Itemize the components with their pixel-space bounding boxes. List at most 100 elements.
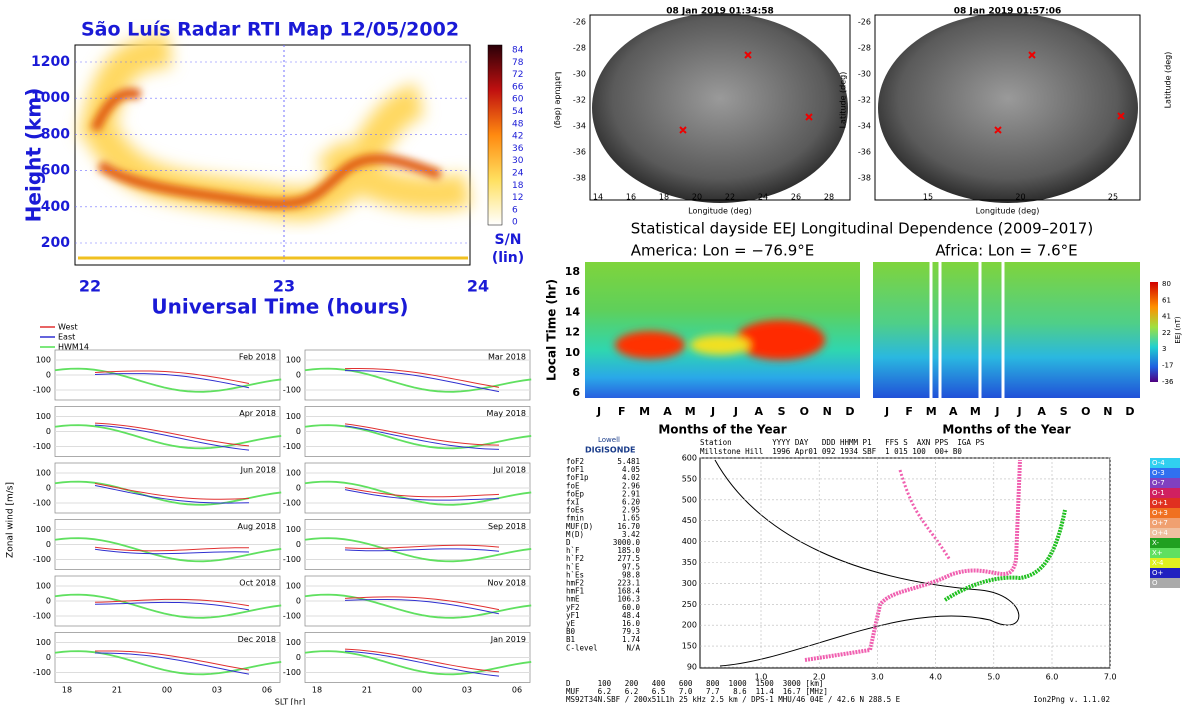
tick-label: 21 [362, 686, 372, 695]
tick-label: -100 [33, 499, 51, 508]
param-name: foEs [566, 506, 584, 515]
tick-label: M [685, 405, 696, 418]
tick-label: 2.0 [813, 673, 826, 682]
tick-label: D [845, 405, 854, 418]
tick-label: 400 [41, 199, 70, 215]
legend-text: X-4 [1152, 559, 1164, 567]
tick-label: 28 [824, 193, 834, 202]
title: São Luís Radar RTI Map 12/05/2002 [81, 19, 459, 41]
tick-label: 1200 [31, 54, 70, 70]
tick-label: S [1060, 405, 1068, 418]
frame [589, 14, 851, 201]
param-value: 2.95 [622, 506, 640, 515]
header: Station YYYY DAY DDD HHMM P1 FFS S AXN P… [700, 438, 985, 447]
param-value: 277.5 [617, 554, 640, 563]
tick-label: 400 [682, 537, 697, 546]
east-line [94, 652, 250, 675]
param-name: foF1 [566, 465, 584, 474]
ionogram-frame [699, 457, 1111, 669]
frame [874, 14, 1141, 201]
east-line [344, 650, 500, 677]
tick-label: 06 [512, 686, 522, 695]
param-name: B0 [566, 627, 576, 636]
tick-label: 8 [572, 366, 580, 379]
decoration [74, 13, 1158, 669]
tick-label: A [754, 405, 763, 418]
legend-text: O-4 [1152, 459, 1165, 467]
logo: Lowell [598, 436, 620, 444]
tick-label: -100 [283, 499, 301, 508]
param-name: h`F [566, 546, 580, 555]
legend-text: O+3 [1152, 509, 1168, 517]
tick-label: -30 [858, 70, 871, 79]
panel-title: Dec 2018 [238, 635, 276, 644]
eej-blob [615, 331, 685, 359]
panel-title: Jun 2018 [240, 466, 276, 475]
hwm-line [304, 424, 532, 450]
footer: D 100 200 400 600 800 1000 1500 3000 [km… [566, 679, 823, 688]
axis-title: Longitude (deg) [688, 207, 752, 216]
tick-label: 12 [512, 193, 523, 203]
west-line [344, 596, 500, 611]
legend-text: O+7 [1152, 519, 1168, 527]
param-name: h`F2 [566, 554, 584, 563]
tick-label: M [926, 405, 937, 418]
footer: Ion2Png v. 1.1.02 [1033, 695, 1110, 704]
tick-label: 14 [593, 193, 603, 202]
param-name: hmF1 [566, 587, 584, 596]
legend-text: West [58, 323, 78, 332]
legend-text: (lin) [492, 250, 524, 266]
tick-label: 5.0 [987, 673, 1000, 682]
param-name: yF2 [566, 603, 580, 612]
tick-label: -28 [573, 44, 586, 53]
tick-label: 500 [682, 495, 697, 504]
legend-text: HWM14 [58, 343, 89, 352]
tick-label: 24 [758, 193, 768, 202]
legend-swatch [1150, 548, 1180, 558]
eej-map [873, 262, 1140, 398]
param-value: 1.74 [622, 635, 641, 644]
hwm-line [54, 480, 282, 506]
tick-label: J [710, 405, 715, 418]
tick-label: 6 [512, 205, 518, 215]
tick-label: 100 [36, 356, 51, 365]
tick-label: F [618, 405, 626, 418]
legend-text: X- [1152, 539, 1159, 547]
tick-label: 22 [79, 277, 101, 296]
tick-label: J [994, 405, 999, 418]
tick-label: -26 [858, 18, 871, 27]
tick-label: 21 [112, 686, 122, 695]
tick-label: 03 [462, 686, 472, 695]
legend-swatch [1150, 518, 1180, 528]
east-line [94, 485, 250, 504]
tick-label: 450 [682, 516, 697, 525]
tick-label: 0 [46, 540, 51, 549]
tick-label: 78 [512, 58, 524, 68]
west-line [94, 650, 250, 671]
tick-label: 22 [725, 193, 735, 202]
tick-label: -36 [858, 148, 871, 157]
param-name: fmin [566, 514, 584, 523]
param-value: 16.0 [622, 619, 641, 628]
tick-label: 100 [286, 638, 301, 647]
legend-swatch [1150, 528, 1180, 538]
rti-frame [74, 44, 471, 266]
tick-label: -36 [573, 148, 586, 157]
panel-title: America: Lon = −76.9°E [631, 242, 815, 260]
panel-title: Sep 2018 [488, 522, 526, 531]
panel-title: Aug 2018 [237, 522, 276, 531]
legend-text: O+ [1152, 569, 1164, 577]
west-line [94, 482, 250, 500]
tick-label: 03 [212, 686, 222, 695]
footer: MUF 6.2 6.2 6.5 7.0 7.7 8.6 11.4 16.7 [M… [566, 687, 828, 696]
tick-label: 4.0 [929, 673, 942, 682]
tick-label: -100 [283, 668, 301, 677]
legend-swatch [1150, 478, 1180, 488]
param-value: 6.20 [622, 498, 641, 507]
param-name: MUF(D) [566, 522, 593, 531]
param-value: 2.91 [622, 489, 640, 498]
west-line [344, 648, 500, 673]
tick-label: J [733, 405, 738, 418]
hwm-line [54, 537, 282, 563]
